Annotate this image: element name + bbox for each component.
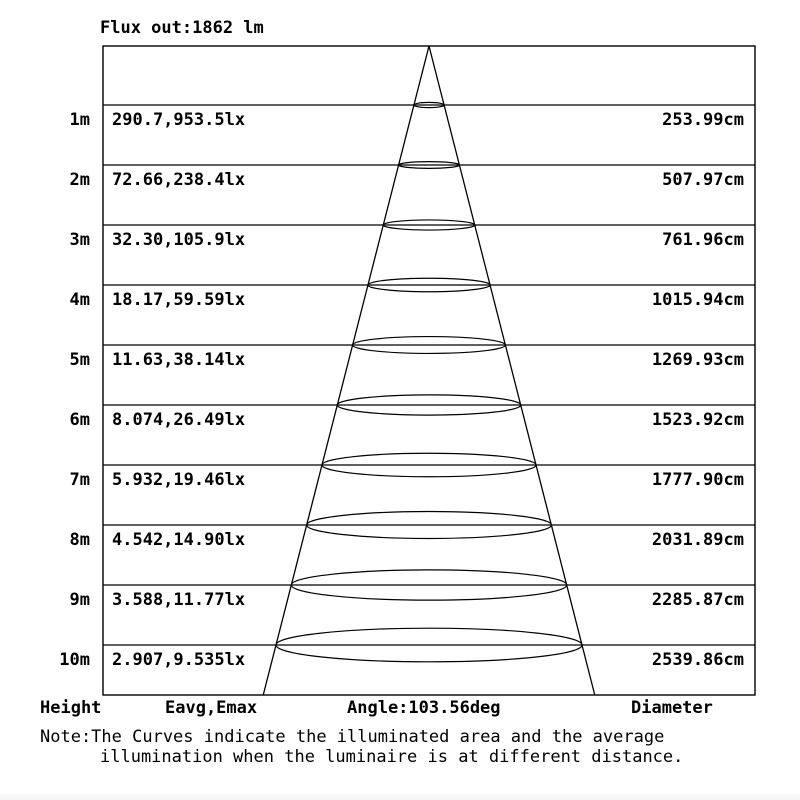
height-label: 5m xyxy=(69,350,90,370)
height-label: 2m xyxy=(69,170,90,190)
eavg-emax-value: 290.7,953.5lx xyxy=(112,110,246,130)
illuminated-area-ellipse xyxy=(275,627,583,663)
note-line-2: illumination when the luminaire is at di… xyxy=(100,747,684,767)
height-label: 1m xyxy=(69,110,90,130)
illuminated-area-ellipse xyxy=(397,161,461,169)
eavg-emax-value: 11.63,38.14lx xyxy=(112,350,246,370)
diameter-value: 2285.87cm xyxy=(651,590,744,610)
eavg-emax-value: 3.588,11.77lx xyxy=(112,590,246,610)
eavg-emax-footer-label: Eavg,Emax xyxy=(165,698,258,718)
cone-right-edge xyxy=(428,45,596,696)
height-footer-label: Height xyxy=(40,698,102,718)
diameter-value: 1523.92cm xyxy=(651,410,744,430)
note-line-1: Note:The Curves indicate the illuminated… xyxy=(40,727,665,747)
cone-left-edge xyxy=(262,45,430,696)
height-label: 3m xyxy=(69,230,90,250)
height-label: 7m xyxy=(69,470,90,490)
illuminated-area-ellipse xyxy=(336,394,522,416)
diameter-value: 761.96cm xyxy=(662,230,744,250)
illuminated-area-ellipse xyxy=(367,277,491,293)
height-label: 6m xyxy=(69,410,90,430)
diameter-value: 2031.89cm xyxy=(651,530,744,550)
diameter-value: 1777.90cm xyxy=(651,470,744,490)
flux-output-label: Flux out:1862 lm xyxy=(100,18,264,38)
height-label: 8m xyxy=(69,530,90,550)
eavg-emax-value: 4.542,14.90lx xyxy=(112,530,246,550)
eavg-emax-value: 2.907,9.535lx xyxy=(112,650,246,670)
diameter-value: 2539.86cm xyxy=(651,650,744,670)
height-label: 4m xyxy=(69,290,90,310)
diameter-value: 1015.94cm xyxy=(651,290,744,310)
page-bottom-edge xyxy=(0,794,800,800)
height-label: 10m xyxy=(59,650,90,670)
illuminated-area-ellipse xyxy=(351,335,507,355)
diameter-footer-label: Diameter xyxy=(631,698,713,718)
eavg-emax-value: 32.30,105.9lx xyxy=(112,230,246,250)
illuminated-area-ellipse xyxy=(290,569,568,601)
eavg-emax-value: 8.074,26.49lx xyxy=(112,410,246,430)
illuminated-area-ellipse xyxy=(413,101,445,109)
diameter-value: 507.97cm xyxy=(662,170,744,190)
height-label: 9m xyxy=(69,590,90,610)
diameter-value: 253.99cm xyxy=(662,110,744,130)
eavg-emax-value: 5.932,19.46lx xyxy=(112,470,246,490)
beam-angle-label: Angle:103.56deg xyxy=(347,698,501,718)
illuminated-area-ellipse xyxy=(321,452,537,478)
illuminated-area-ellipse xyxy=(382,219,476,231)
eavg-emax-value: 72.66,238.4lx xyxy=(112,170,246,190)
eavg-emax-value: 18.17,59.59lx xyxy=(112,290,246,310)
illuminated-area-ellipse xyxy=(306,510,553,540)
diameter-value: 1269.93cm xyxy=(651,350,744,370)
